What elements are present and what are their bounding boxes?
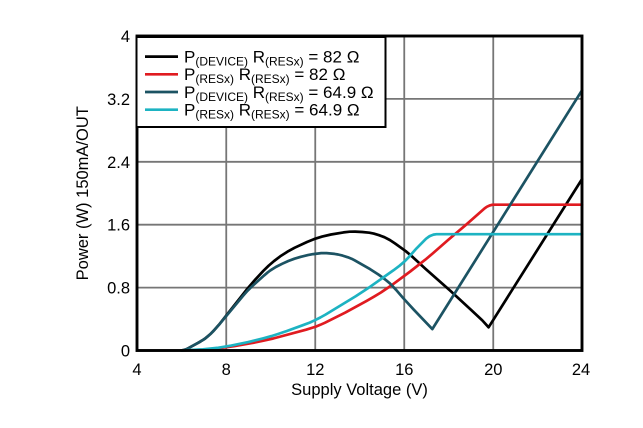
svg-text:16: 16	[395, 361, 413, 379]
svg-text:12: 12	[306, 361, 324, 379]
svg-text:24: 24	[572, 361, 590, 379]
svg-text:0: 0	[121, 343, 130, 361]
svg-text:8: 8	[222, 361, 231, 379]
svg-text:1.6: 1.6	[107, 217, 130, 235]
svg-text:20: 20	[484, 361, 502, 379]
svg-text:4: 4	[121, 28, 130, 46]
svg-text:0.8: 0.8	[107, 280, 130, 298]
svg-text:3.2: 3.2	[107, 91, 130, 109]
svg-text:2.4: 2.4	[107, 154, 130, 172]
svg-text:Power (W) 150mA/OUT: Power (W) 150mA/OUT	[74, 106, 92, 280]
svg-text:Supply Voltage (V): Supply Voltage (V)	[291, 381, 428, 399]
svg-text:4: 4	[132, 361, 141, 379]
